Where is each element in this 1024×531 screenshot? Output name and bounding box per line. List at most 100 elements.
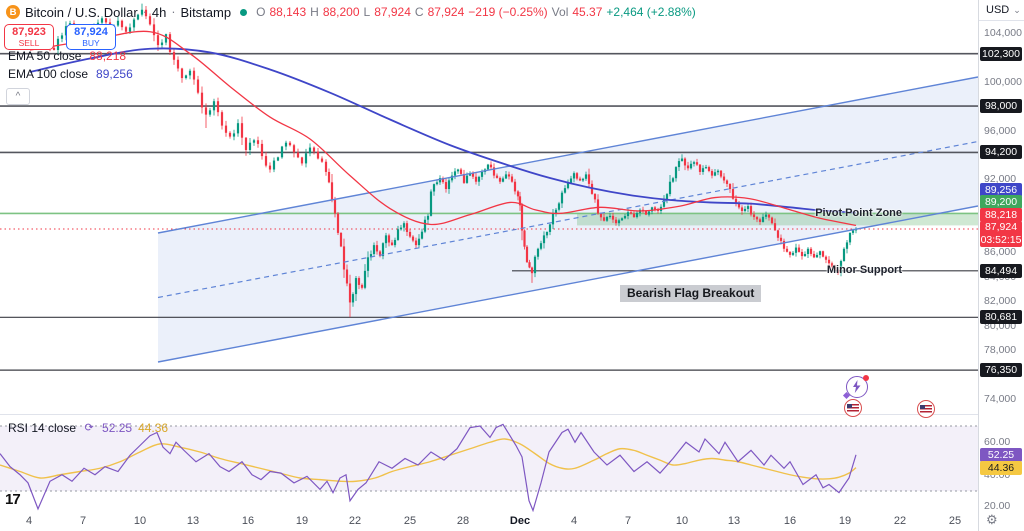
price-badge: 94,200 [980, 145, 1022, 159]
rsi-legend[interactable]: RSI 14 close ⟳ 52.25 44.36 [8, 421, 168, 435]
price-axis-label: 40.00 [984, 469, 1011, 481]
open-label: O [256, 5, 266, 19]
price-axis-label: 78,000 [984, 344, 1017, 356]
time-axis-label: 19 [295, 515, 309, 527]
price-axis-label: 74,000 [984, 393, 1017, 405]
ema50-value: 88,218 [89, 49, 127, 63]
rsi-refresh-icon[interactable]: ⟳ [84, 422, 94, 434]
price-badge: 52.25 [980, 448, 1022, 462]
sell-price: 87,923 [12, 26, 46, 38]
market-status-dot [240, 8, 248, 16]
time-axis-label: 22 [348, 515, 362, 527]
notification-dot [863, 375, 869, 381]
close-label: C [414, 5, 424, 19]
time-axis-label: 7 [79, 515, 87, 527]
minor-support-label[interactable]: Minor Support [826, 264, 902, 276]
channel-upper-line [157, 76, 978, 234]
high-value: 88,200 [322, 5, 360, 19]
bearish-flag-breakout-label[interactable]: Bearish Flag Breakout [620, 285, 762, 302]
us-flag-glyph [920, 404, 932, 414]
price-badge: 89,200 [980, 195, 1022, 209]
rsi-line [0, 423, 857, 512]
buy-button[interactable]: 87,924 BUY [66, 24, 116, 50]
interval-selector[interactable]: 4h [151, 4, 167, 20]
price-badge: 102,300 [980, 47, 1022, 61]
time-axis-label: 22 [893, 515, 907, 527]
price-axis-label: 86,000 [984, 246, 1017, 258]
separator-dot: · [171, 5, 176, 19]
sell-button[interactable]: 87,923 SELL [4, 24, 54, 50]
price-axis-label: 20.00 [984, 500, 1011, 512]
price-axis-label: 92,000 [984, 173, 1017, 185]
time-axis-label: 10 [133, 515, 147, 527]
rsi-value: 52.25 [102, 421, 133, 435]
price-badge: 84,494 [980, 264, 1022, 278]
pivot-point-zone-label[interactable]: Pivot Point Zone [815, 207, 902, 219]
time-axis-label: 13 [727, 515, 741, 527]
bar-countdown: 03:52:15 [980, 234, 1022, 246]
volume-change-value: +2,464 (+2.88%) [606, 5, 696, 19]
price-badge: 44.36 [980, 461, 1022, 475]
change-value: −219 (−0.25%) [468, 5, 548, 19]
us-flag-glyph [847, 403, 859, 413]
ema50-label: EMA 50 close [8, 49, 82, 63]
time-axis-label: 16 [783, 515, 797, 527]
time-axis-label: 25 [948, 515, 962, 527]
symbol-name[interactable]: Bitcoin / U.S. Dollar [25, 4, 138, 20]
low-label: L [363, 5, 371, 19]
price-axis[interactable]: USD ⌄ 87,924 03:52:15 ⚙ 104,000 100,000 96,… [978, 0, 1024, 531]
pivot-point-zone-band [577, 213, 978, 226]
time-axis-label: 4 [570, 515, 578, 527]
time-axis-label: 19 [838, 515, 852, 527]
ema50-legend[interactable]: EMA 50 close 88,218 [8, 49, 126, 63]
lightning-bolt-glyph [853, 380, 861, 393]
price-axis-label: 96,000 [984, 125, 1017, 137]
price-badge: 88,218 [980, 208, 1022, 222]
close-value: 87,924 [427, 5, 465, 19]
exchange-name: Bitstamp [180, 4, 232, 20]
ohlc-readout: O 88,143 H 88,200 L 87,924 C 87,924 −219 (−0… [256, 5, 696, 19]
buy-label: BUY [82, 37, 100, 48]
channel-midline [157, 140, 978, 299]
time-axis-label: 16 [241, 515, 255, 527]
time-axis-label: Dec [509, 515, 531, 527]
buy-price: 87,924 [74, 26, 108, 38]
time-axis-label: 4 [25, 515, 33, 527]
time-axis[interactable]: 4 7 10 13 16 19 22 25 28 Dec 4 7 10 13 16 19 22 25 [0, 512, 978, 531]
sell-label: SELL [18, 37, 40, 48]
time-axis-label: 10 [675, 515, 689, 527]
gear-icon[interactable]: ⚙ [986, 512, 998, 527]
channel-lower-line [157, 205, 978, 363]
volume-label: Vol [551, 5, 569, 19]
chevron-down-icon: ⌄ [1013, 5, 1021, 15]
open-value: 88,143 [269, 5, 307, 19]
collapse-pane-button[interactable]: ^ [6, 88, 30, 105]
separator-dot: · [142, 5, 147, 19]
bitcoin-icon: B [6, 5, 20, 19]
ema100-line [29, 47, 857, 214]
ema100-value: 89,256 [96, 67, 133, 81]
events-lightning-icon[interactable] [842, 375, 869, 400]
time-axis-label: 28 [456, 515, 470, 527]
price-badge: 89,256 [980, 183, 1022, 197]
us-economic-event-icon[interactable] [917, 400, 935, 418]
us-economic-event-icon[interactable] [844, 399, 862, 417]
ema50-line [29, 30, 857, 227]
low-value: 87,924 [374, 5, 411, 19]
rsi-label: RSI 14 close [8, 421, 77, 435]
current-price-value: 87,924 [984, 221, 1018, 233]
price-axis-label: 60.00 [984, 436, 1011, 448]
price-axis-label: 82,000 [984, 295, 1017, 307]
price-badge: 98,000 [980, 99, 1022, 113]
tradingview-logo[interactable]: 17 [5, 491, 21, 508]
pane-separator[interactable] [0, 414, 1024, 415]
time-axis-label: 13 [186, 515, 200, 527]
price-axis-label: 100,000 [984, 76, 1022, 88]
rsi-ma-value: 44.36 [138, 421, 169, 435]
currency-toggle[interactable]: USD ⌄ [979, 0, 1024, 21]
ema100-legend[interactable]: EMA 100 close 89,256 [8, 67, 133, 81]
price-axis-label: 104,000 [984, 27, 1022, 39]
symbol-info-bar: B Bitcoin / U.S. Dollar · 4h · Bitstamp … [6, 3, 696, 21]
